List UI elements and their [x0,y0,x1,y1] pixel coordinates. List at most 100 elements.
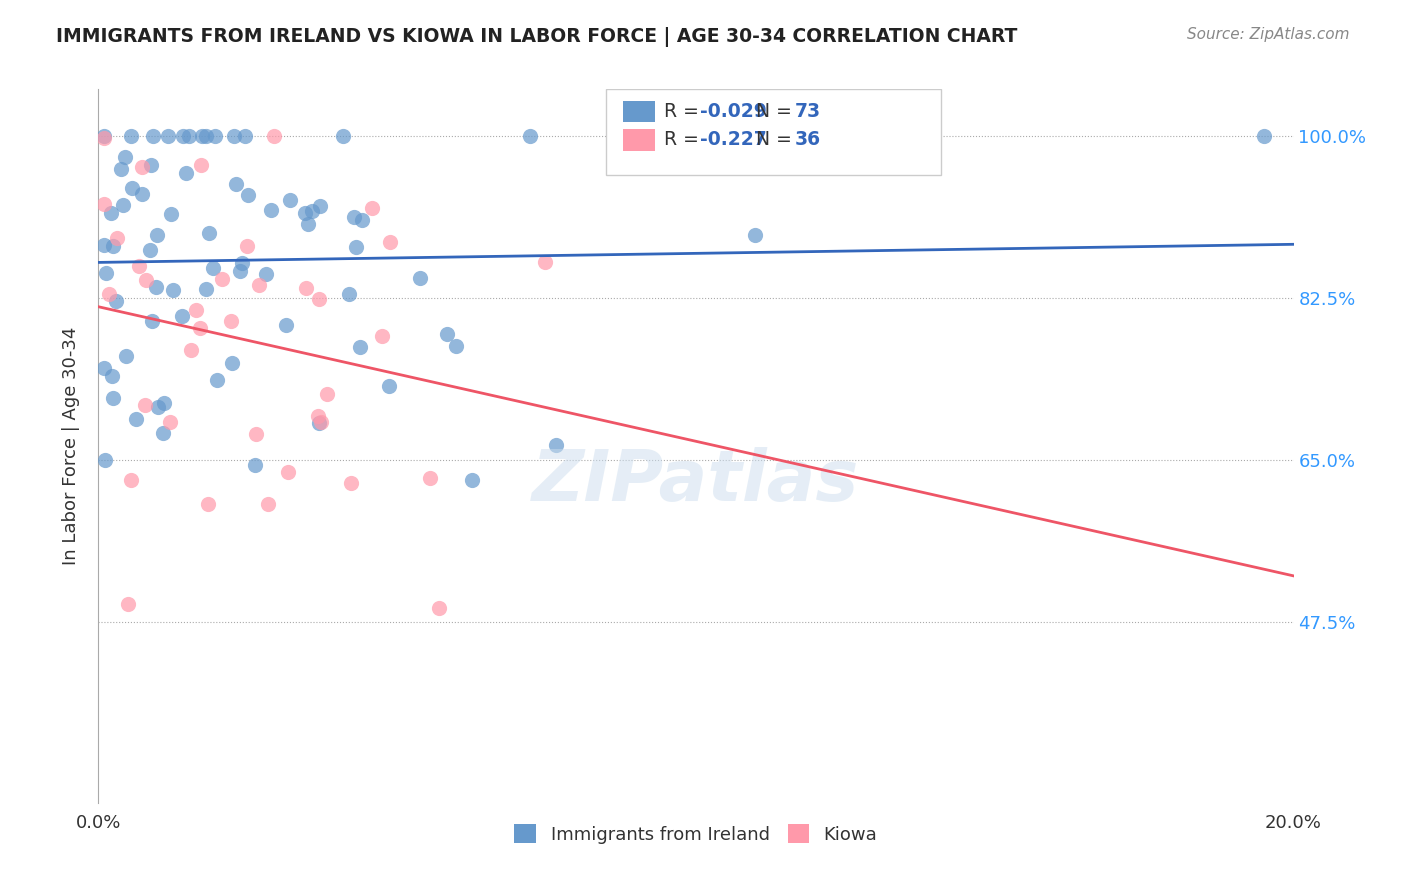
Text: 73: 73 [796,102,821,120]
Immigrants from Ireland [101,239,124,253]
Immigrants from Ireland [224,128,246,143]
Immigrants from Ireland [110,161,132,176]
Immigrants from Ireland [179,128,201,143]
Immigrants from Ireland [197,226,219,240]
Kiowa [295,281,318,295]
Immigrants from Ireland [349,339,371,353]
Immigrants from Ireland [131,186,153,201]
Text: -0.029: -0.029 [700,102,766,120]
Immigrants from Ireland [172,310,194,324]
Kiowa [197,497,219,511]
Kiowa [159,415,181,429]
Immigrants from Ireland [409,271,432,285]
Immigrants from Ireland [301,203,323,218]
Immigrants from Ireland [93,361,115,376]
Immigrants from Ireland [278,193,301,207]
Kiowa [277,465,299,479]
Legend: Immigrants from Ireland, Kiowa: Immigrants from Ireland, Kiowa [508,817,884,851]
Immigrants from Ireland [337,287,360,301]
Immigrants from Ireland [274,318,297,333]
Immigrants from Ireland [194,281,217,295]
Immigrants from Ireland [172,128,194,143]
FancyBboxPatch shape [623,101,655,122]
Immigrants from Ireland [142,128,165,143]
Immigrants from Ireland [111,198,134,212]
Immigrants from Ireland [139,243,162,257]
Immigrants from Ireland [343,211,366,225]
Text: R =: R = [664,102,704,120]
FancyBboxPatch shape [606,89,941,175]
Kiowa [308,292,330,306]
Kiowa [120,473,142,487]
Immigrants from Ireland [159,207,181,221]
Kiowa [219,314,242,328]
Immigrants from Ireland [546,438,568,452]
Y-axis label: In Labor Force | Age 30-34: In Labor Force | Age 30-34 [62,326,80,566]
Immigrants from Ireland [332,128,354,143]
Immigrants from Ireland [101,369,124,384]
Immigrants from Ireland [100,206,122,220]
Immigrants from Ireland [229,263,252,277]
FancyBboxPatch shape [623,129,655,151]
Text: IMMIGRANTS FROM IRELAND VS KIOWA IN LABOR FORCE | AGE 30-34 CORRELATION CHART: IMMIGRANTS FROM IRELAND VS KIOWA IN LABO… [56,27,1018,46]
Immigrants from Ireland [125,412,148,426]
Kiowa [180,343,202,357]
Immigrants from Ireland [105,294,128,309]
Kiowa [134,398,156,412]
Kiowa [93,197,115,211]
Immigrants from Ireland [162,283,184,297]
Kiowa [427,600,450,615]
Text: -0.227: -0.227 [700,130,766,149]
Immigrants from Ireland [93,128,115,143]
Text: N =: N = [756,130,797,149]
Immigrants from Ireland [141,314,163,328]
Immigrants from Ireland [231,256,253,270]
Immigrants from Ireland [254,268,277,282]
Kiowa [117,597,139,611]
Immigrants from Ireland [139,158,162,172]
Immigrants from Ireland [93,238,115,252]
Text: R =: R = [664,130,704,149]
Immigrants from Ireland [260,202,283,217]
Text: 36: 36 [796,130,821,149]
Kiowa [360,201,382,215]
Immigrants from Ireland [308,416,330,430]
Immigrants from Ireland [297,217,319,231]
Immigrants from Ireland [146,228,169,243]
Text: Source: ZipAtlas.com: Source: ZipAtlas.com [1187,27,1350,42]
Kiowa [534,255,557,269]
Immigrants from Ireland [225,177,247,191]
Immigrants from Ireland [93,453,115,467]
Kiowa [188,320,211,334]
Immigrants from Ireland [101,391,124,405]
Kiowa [190,158,212,172]
Kiowa [263,128,285,143]
Immigrants from Ireland [460,474,482,488]
Immigrants from Ireland [221,357,243,371]
Kiowa [378,235,401,249]
Kiowa [236,239,259,253]
Immigrants from Ireland [153,395,176,409]
Kiowa [131,161,153,175]
Immigrants from Ireland [519,128,541,143]
Kiowa [105,231,128,245]
Immigrants from Ireland [157,128,180,143]
Immigrants from Ireland [120,128,142,143]
Immigrants from Ireland [744,227,766,242]
Kiowa [307,409,329,423]
Immigrants from Ireland [190,128,212,143]
Immigrants from Ireland [148,400,170,414]
Immigrants from Ireland [238,187,260,202]
Kiowa [211,272,233,286]
Immigrants from Ireland [344,240,367,254]
Immigrants from Ireland [121,181,143,195]
Kiowa [186,303,208,318]
Immigrants from Ireland [145,280,167,294]
Kiowa [93,131,115,145]
Text: N =: N = [756,102,797,120]
Text: ZIPatlas: ZIPatlas [533,447,859,516]
Immigrants from Ireland [94,266,117,280]
Immigrants from Ireland [205,373,228,387]
Kiowa [245,426,267,441]
Immigrants from Ireland [201,260,224,275]
